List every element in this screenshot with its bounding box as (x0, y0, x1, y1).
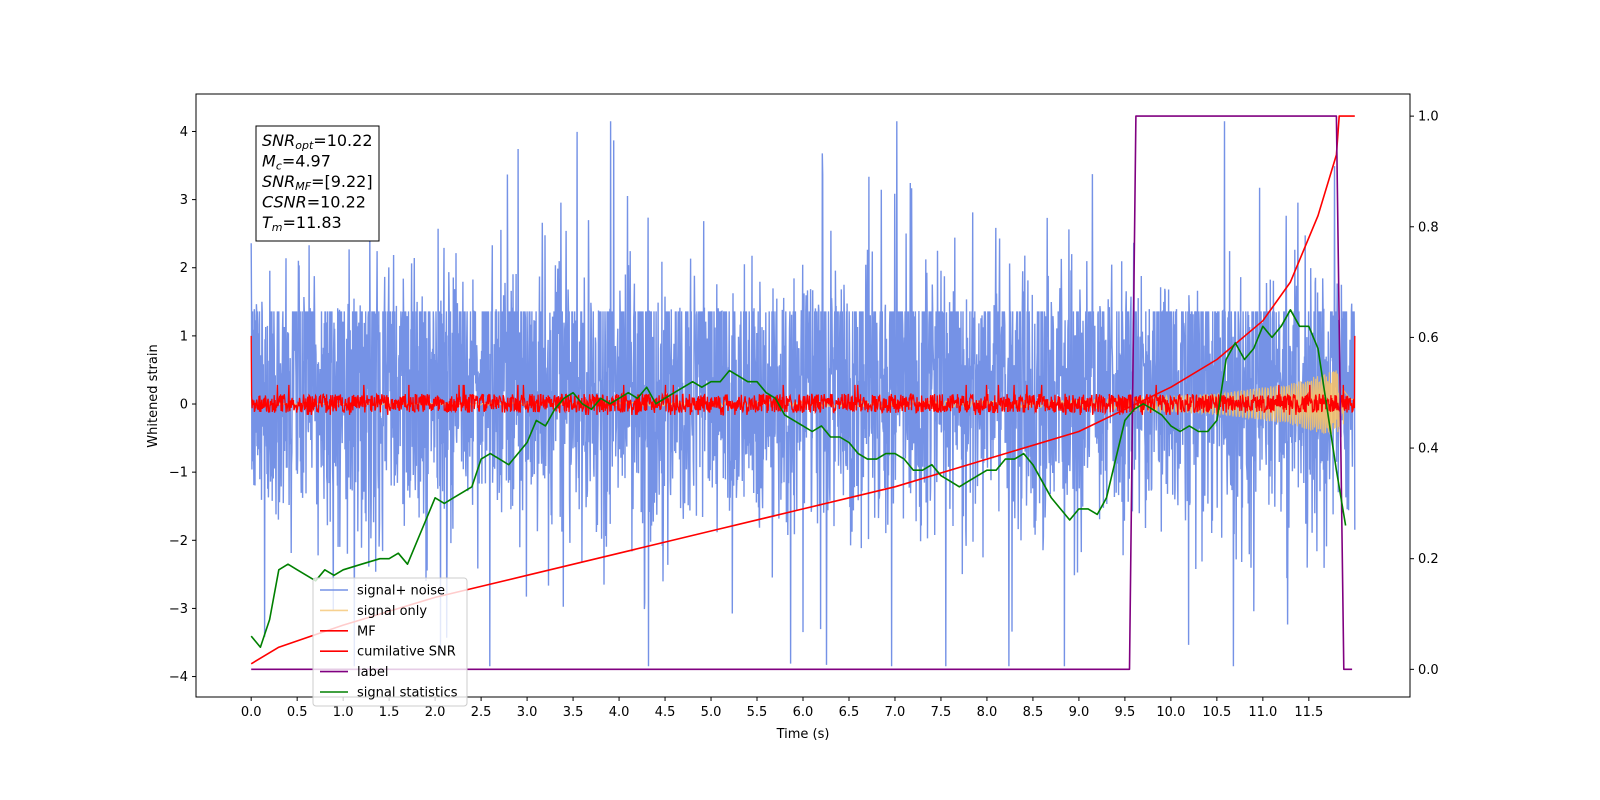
series-mf (250, 335, 1356, 416)
x-tick-label: 10.0 (1156, 705, 1185, 720)
annotation-frame (255, 125, 380, 242)
x-tick-label: 2.5 (471, 705, 492, 720)
x-tick-label: 11.5 (1294, 705, 1323, 720)
x-tick-label: 3.0 (517, 705, 538, 720)
x-tick-label: 1.0 (333, 705, 354, 720)
y-left-tick-label: 2 (180, 261, 188, 276)
legend-frame (312, 577, 468, 707)
annotation-line: SNRopt=10.22 (262, 131, 373, 152)
y-left-tick-label: 3 (180, 193, 188, 208)
x-tick-label: 6.0 (793, 705, 814, 720)
series-signal-statistics (250, 309, 1347, 648)
x-tick-label: 5.0 (701, 705, 722, 720)
x-tick-label: 10.5 (1202, 705, 1231, 720)
x-tick-label: 7.5 (931, 705, 952, 720)
y-left-tick-label: −4 (169, 670, 188, 685)
annotation-box: SNRopt=10.22Mc=4.97SNRMF=[9.22]CSNR=10.2… (255, 125, 380, 242)
x-tick-label: 9.5 (1115, 705, 1136, 720)
y-left-tick-label: 0 (180, 398, 188, 413)
legend: signal+ noise signal only MF cumilative SNR… (312, 577, 468, 707)
x-tick-label: 4.5 (655, 705, 676, 720)
y-right-tick-label: 1.0 (1418, 110, 1439, 125)
legend-label: signal only (357, 604, 427, 619)
x-tick-label: 8.5 (1023, 705, 1044, 720)
x-axis: 0.0 0.5 1.0 1.5 2.0 2.5 3.0 3.5 4.0 4.5 5.0 5.5 6.0 6… (241, 697, 1323, 720)
y-right-tick-label: 0.2 (1418, 552, 1439, 567)
x-tick-label: 1.5 (379, 705, 400, 720)
y-axis-left: −4 −3 −2 −1 0 1 2 3 4 (169, 125, 196, 685)
x-tick-label: 6.5 (839, 705, 860, 720)
x-tick-label: 3.5 (563, 705, 584, 720)
y-left-tick-label: −2 (169, 534, 188, 549)
y-left-tick-label: −1 (169, 466, 188, 481)
y-left-tick-label: 4 (180, 125, 188, 140)
x-tick-label: 9.0 (1069, 705, 1090, 720)
x-tick-label: 0.5 (287, 705, 308, 720)
annotation-line: SNRMF=[9.22] (262, 172, 373, 193)
legend-label: label (357, 665, 388, 680)
y-right-tick-label: 0.6 (1418, 331, 1439, 346)
legend-label: signal+ noise (357, 584, 445, 599)
legend-label: MF (357, 624, 376, 639)
x-tick-label: 2.0 (425, 705, 446, 720)
x-axis-label: Time (s) (776, 727, 830, 742)
y-axis-right: 0.0 0.2 0.4 0.6 0.8 1.0 (1410, 110, 1439, 678)
annotation-line: Tm=11.83 (262, 213, 342, 234)
y-right-tick-label: 0.0 (1418, 663, 1439, 678)
annotation-line: CSNR=10.22 (262, 193, 366, 212)
legend-label: signal statistics (357, 686, 458, 701)
x-tick-label: 4.0 (609, 705, 630, 720)
series-signal-noise (250, 121, 1356, 667)
y-axis-left-label: Whitened strain (146, 344, 161, 447)
y-left-tick-label: −3 (169, 602, 188, 617)
x-tick-label: 5.5 (747, 705, 768, 720)
series-label (251, 115, 1353, 671)
x-tick-label: 8.0 (977, 705, 998, 720)
x-tick-label: 11.0 (1248, 705, 1277, 720)
y-left-tick-label: 1 (180, 329, 188, 344)
x-tick-label: 0.0 (241, 705, 262, 720)
annotation-line: Mc=4.97 (262, 152, 331, 173)
y-right-tick-label: 0.8 (1418, 220, 1439, 235)
y-right-tick-label: 0.4 (1418, 442, 1439, 457)
x-tick-label: 7.0 (885, 705, 906, 720)
legend-label: cumilative SNR (357, 645, 456, 660)
